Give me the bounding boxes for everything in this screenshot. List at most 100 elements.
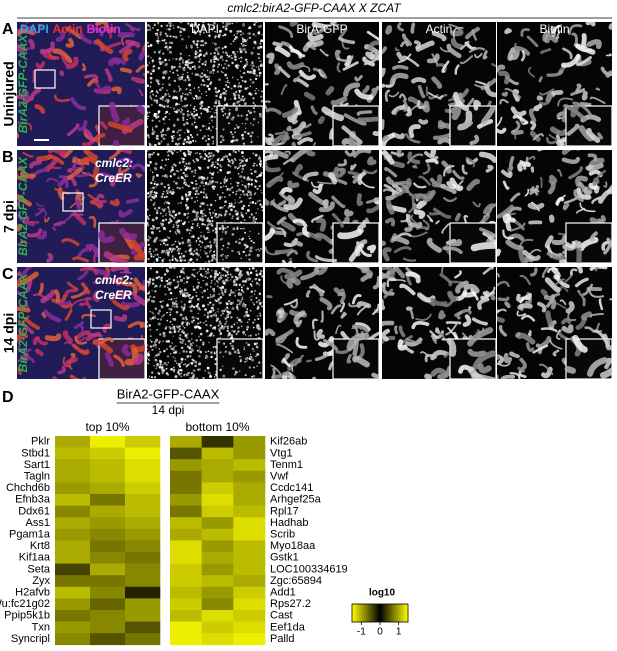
nucleus <box>189 111 192 113</box>
inset-region-box <box>62 192 84 212</box>
nucleus <box>175 305 179 308</box>
tissue-fiber <box>497 127 507 134</box>
tissue-fiber <box>556 168 563 177</box>
nucleus <box>253 23 256 26</box>
nucleus <box>253 40 257 44</box>
nucleus <box>153 99 156 102</box>
heatmap-cell <box>90 552 126 564</box>
nucleus <box>222 136 225 139</box>
nucleus <box>221 231 224 233</box>
nucleus <box>227 64 230 67</box>
tissue-fiber <box>337 55 354 63</box>
nucleus <box>153 191 156 194</box>
nucleus <box>213 209 216 211</box>
nucleus <box>250 141 253 144</box>
nucleus <box>197 325 201 329</box>
tissue-fiber <box>352 355 370 368</box>
nucleus <box>252 124 254 126</box>
nucleus <box>232 92 235 95</box>
nucleus <box>241 95 244 98</box>
nucleus <box>204 357 207 359</box>
nucleus <box>226 178 229 181</box>
tissue-fiber <box>402 99 409 112</box>
nucleus <box>161 129 165 132</box>
nucleus <box>244 303 247 306</box>
tissue-fiber <box>560 285 569 293</box>
nucleus <box>255 278 257 281</box>
tissue-fiber <box>418 175 431 186</box>
nucleus <box>168 208 170 210</box>
nucleus <box>235 107 239 110</box>
tissue-fiber <box>574 277 589 288</box>
nucleus <box>162 300 164 302</box>
nucleus <box>166 72 168 74</box>
nucleus <box>149 192 153 195</box>
nucleus <box>192 286 195 288</box>
nucleus <box>179 201 183 205</box>
nucleus <box>230 289 233 292</box>
tissue-fiber <box>17 25 26 33</box>
nucleus <box>222 355 225 358</box>
nucleus <box>245 60 249 64</box>
tissue-fiber <box>21 267 34 277</box>
nucleus <box>226 325 228 328</box>
nucleus <box>178 242 181 245</box>
nucleus <box>155 101 159 104</box>
nucleus <box>207 271 210 274</box>
nucleus <box>242 237 245 240</box>
tissue-fiber <box>274 46 291 58</box>
nucleus <box>166 249 170 253</box>
nucleus <box>161 98 164 101</box>
heatmap-cell <box>201 621 234 634</box>
nucleus <box>152 93 155 96</box>
nucleus <box>227 299 231 303</box>
nucleus <box>241 167 245 171</box>
heatmap-cell <box>201 447 234 460</box>
nucleus <box>182 309 185 312</box>
tissue-fiber <box>413 182 427 189</box>
nucleus <box>155 134 159 138</box>
nucleus <box>160 133 164 137</box>
heatmap-cell <box>90 470 126 483</box>
tissue-fiber <box>528 108 537 123</box>
tissue-fiber <box>61 238 80 247</box>
nucleus <box>147 55 150 58</box>
nucleus <box>239 50 243 54</box>
nucleus <box>181 186 184 189</box>
tissue-fiber <box>337 292 346 304</box>
nucleus <box>162 340 164 343</box>
nucleus <box>213 111 216 114</box>
nucleus <box>173 317 177 321</box>
tissue-fiber <box>502 229 514 240</box>
nucleus <box>227 115 230 118</box>
heatmap-cell <box>170 482 202 495</box>
tissue-fiber <box>402 55 420 67</box>
nucleus <box>211 254 215 258</box>
tissue-fiber <box>397 53 412 64</box>
tissue-fiber <box>477 363 492 374</box>
tissue-fiber <box>71 158 90 166</box>
nucleus <box>149 252 153 256</box>
nucleus <box>165 195 168 198</box>
nucleus <box>243 38 246 41</box>
column-header: Biotin <box>539 22 569 36</box>
nucleus <box>206 166 210 169</box>
micrograph <box>265 267 379 379</box>
tissue-fiber <box>138 49 145 61</box>
nucleus <box>163 185 166 189</box>
heatmap-cell <box>201 563 234 576</box>
nucleus <box>254 193 256 196</box>
nucleus <box>258 71 262 75</box>
nucleus <box>199 245 202 248</box>
tissue-fiber <box>288 45 306 58</box>
tissue-fiber <box>405 271 421 284</box>
nucleus <box>186 166 189 168</box>
nucleus <box>149 295 152 298</box>
tissue-fiber <box>362 169 378 175</box>
tissue-fiber <box>32 293 48 301</box>
tissue-fiber <box>38 282 44 295</box>
nucleus <box>179 168 183 171</box>
nucleus <box>257 46 261 50</box>
nucleus <box>252 241 255 244</box>
tissue-fiber <box>291 363 294 372</box>
